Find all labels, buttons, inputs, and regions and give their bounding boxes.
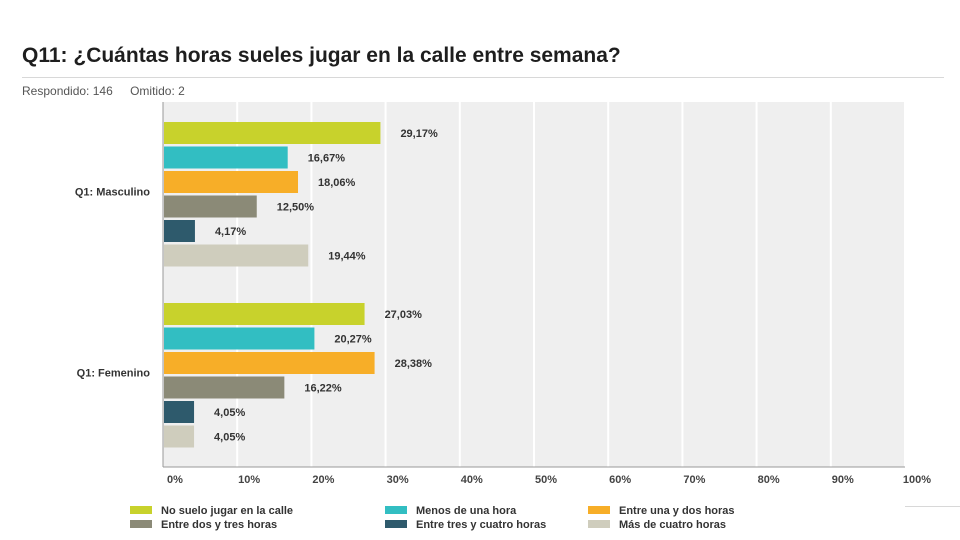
x-tick-label: 40% [461, 474, 483, 486]
legend-label: No suelo jugar en la calle [161, 505, 293, 517]
title-divider [22, 77, 944, 78]
x-tick-label: 80% [758, 474, 780, 486]
legend-label: Entre una y dos horas [619, 505, 735, 517]
data-label: 20,27% [334, 334, 372, 346]
legend-label: Más de cuatro horas [619, 519, 726, 531]
bar [164, 401, 195, 423]
bar [164, 220, 195, 242]
page-title: Q11: ¿Cuántas horas sueles jugar en la c… [22, 44, 621, 67]
x-tick-label: 0% [167, 474, 183, 486]
data-label: 16,67% [308, 153, 346, 165]
data-label: 18,06% [318, 177, 356, 189]
data-label: 4,17% [215, 226, 246, 238]
data-label: 28,38% [395, 358, 433, 370]
data-label: 27,03% [385, 309, 423, 321]
legend-label: Menos de una hora [416, 505, 517, 517]
data-label: 4,05% [214, 432, 245, 444]
x-tick-label: 90% [832, 474, 854, 486]
legend-swatch [385, 520, 407, 528]
x-tick-label: 100% [903, 474, 931, 486]
data-label: 16,22% [304, 383, 342, 395]
data-label: 4,05% [214, 407, 245, 419]
legend-swatch [385, 506, 407, 514]
legend-label: Entre tres y cuatro horas [416, 519, 546, 531]
bar [164, 352, 375, 374]
response-stats: Respondido: 146 Omitido: 2 [22, 84, 199, 98]
category-label: Q1: Femenino [77, 368, 151, 380]
bar [164, 195, 257, 218]
bar [164, 146, 288, 169]
legend-swatch [588, 520, 610, 528]
data-label: 19,44% [328, 251, 366, 263]
legend-swatch [130, 506, 152, 514]
legend-swatch [130, 520, 152, 528]
legend-swatch [588, 506, 610, 514]
bar [164, 376, 285, 399]
footer-divider [905, 506, 960, 507]
x-tick-label: 50% [535, 474, 557, 486]
answered-count: Respondido: 146 [22, 84, 113, 98]
bar [164, 171, 299, 193]
x-tick-label: 60% [609, 474, 631, 486]
bar [164, 327, 315, 350]
x-tick-label: 20% [312, 474, 334, 486]
data-label: 12,50% [277, 202, 315, 214]
data-label: 29,17% [400, 128, 438, 140]
bar [164, 244, 309, 267]
x-tick-label: 30% [387, 474, 409, 486]
x-tick-label: 10% [238, 474, 260, 486]
legend-label: Entre dos y tres horas [161, 519, 277, 531]
skipped-count: Omitido: 2 [130, 84, 185, 98]
bar [164, 303, 365, 325]
x-tick-label: 70% [683, 474, 705, 486]
category-label: Q1: Masculino [75, 187, 150, 199]
bar [164, 122, 381, 144]
bar [164, 425, 195, 448]
